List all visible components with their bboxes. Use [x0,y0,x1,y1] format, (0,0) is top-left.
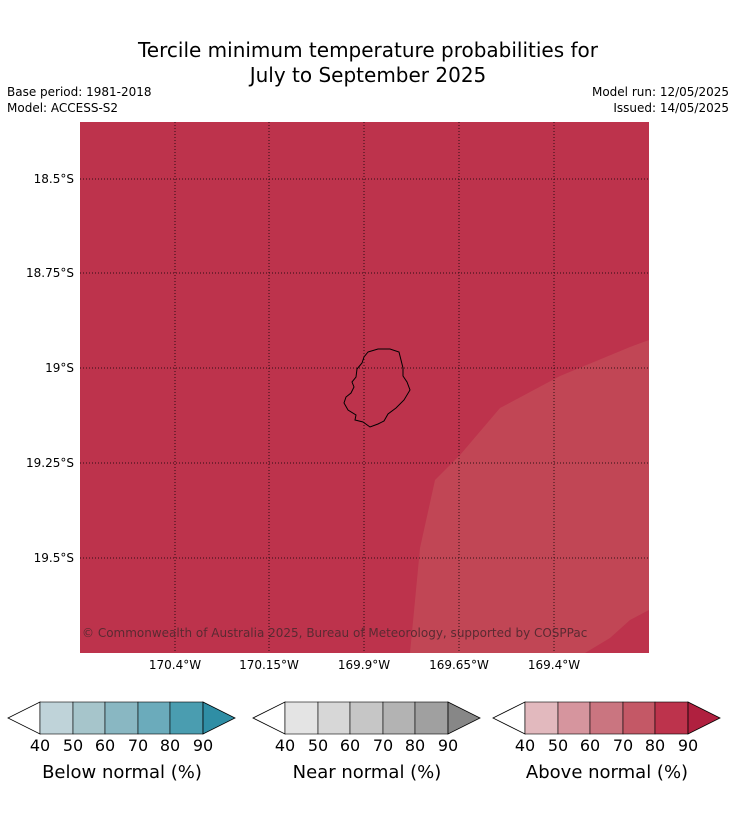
lat-label-1: 18.5°S [33,172,74,186]
swatch-80-90 [169,701,204,735]
tick-40: 40 [274,736,296,755]
swatch-80-90 [414,701,449,735]
extend-high-triangle [202,701,236,735]
colorbar-above-label: Above normal (%) [525,762,689,783]
extend-low-triangle [492,701,526,735]
tick-70: 70 [612,736,634,755]
issued-date: Issued: 14/05/2025 [613,101,729,115]
extend-low-triangle [7,701,41,735]
meta-left: Base period: 1981-2018 Model: ACCESS-S2 [7,84,152,116]
swatch-60-70 [589,701,624,735]
tick-40: 40 [514,736,536,755]
colorbar-near-swatches [252,701,481,735]
meta-right: Model run: 12/05/2025 Issued: 14/05/2025 [592,84,729,116]
lighter-probability-region [410,340,649,653]
colorbar-below-swatches [7,701,236,735]
tick-70: 70 [372,736,394,755]
lon-label-4: 169.65°W [429,658,489,672]
swatch-60-70 [349,701,384,735]
swatch-70-80 [382,701,416,735]
tick-70: 70 [127,736,149,755]
tick-90: 90 [192,736,214,755]
colorbar-near-ticks: 40 50 60 70 80 90 [251,736,483,756]
swatch-60-70 [104,701,139,735]
lon-label-3: 169.9°W [337,658,391,672]
swatch-40-50 [39,701,74,735]
niue-coastline [343,348,411,428]
lon-label-5: 169.4°W [527,658,581,672]
colorbar-above: 40 50 60 70 80 90 [491,700,723,756]
swatch-70-80 [137,701,171,735]
swatch-50-60 [557,701,591,735]
lat-label-5: 19.5°S [33,551,74,565]
tick-60: 60 [94,736,116,755]
tick-40: 40 [29,736,51,755]
lon-label-1: 170.4°W [148,658,202,672]
title-line-1: Tercile minimum temperature probabilitie… [137,38,599,62]
tick-90: 90 [677,736,699,755]
swatch-40-50 [524,701,559,735]
swatch-50-60 [317,701,351,735]
swatch-40-50 [284,701,319,735]
tick-60: 60 [339,736,361,755]
swatch-70-80 [622,701,656,735]
tick-50: 50 [307,736,329,755]
colorbar-above-ticks: 40 50 60 70 80 90 [491,736,723,756]
tick-80: 80 [159,736,181,755]
copyright-notice: © Commonwealth of Australia 2025, Bureau… [82,626,588,640]
colorbar-below-ticks: 40 50 60 70 80 90 [6,736,238,756]
extend-high-triangle [687,701,721,735]
model-name: Model: ACCESS-S2 [7,101,119,115]
colorbar-above-swatches [492,701,721,735]
colorbar-near: 40 50 60 70 80 90 [251,700,483,756]
tick-50: 50 [547,736,569,755]
swatch-50-60 [72,701,106,735]
tick-90: 90 [437,736,459,755]
extend-high-triangle [447,701,481,735]
title-line-2: July to September 2025 [249,63,487,87]
lat-label-4: 19.25°S [26,456,74,470]
tick-80: 80 [404,736,426,755]
chart-title: Tercile minimum temperature probabilitie… [0,38,736,88]
swatch-80-90 [654,701,689,735]
tick-50: 50 [62,736,84,755]
model-run: Model run: 12/05/2025 [591,85,729,99]
lat-label-3: 19°S [45,361,74,375]
grid-lines [80,122,649,653]
colorbar-below: 40 50 60 70 80 90 [6,700,238,756]
lat-label-2: 18.75°S [26,266,74,280]
tick-80: 80 [644,736,666,755]
tick-60: 60 [579,736,601,755]
colorbar-near-label: Near normal (%) [292,762,442,783]
colorbar-below-label: Below normal (%) [42,762,202,783]
extend-low-triangle [252,701,286,735]
lon-label-2: 170.15°W [239,658,299,672]
map [80,122,649,653]
base-period: Base period: 1981-2018 [7,85,152,99]
